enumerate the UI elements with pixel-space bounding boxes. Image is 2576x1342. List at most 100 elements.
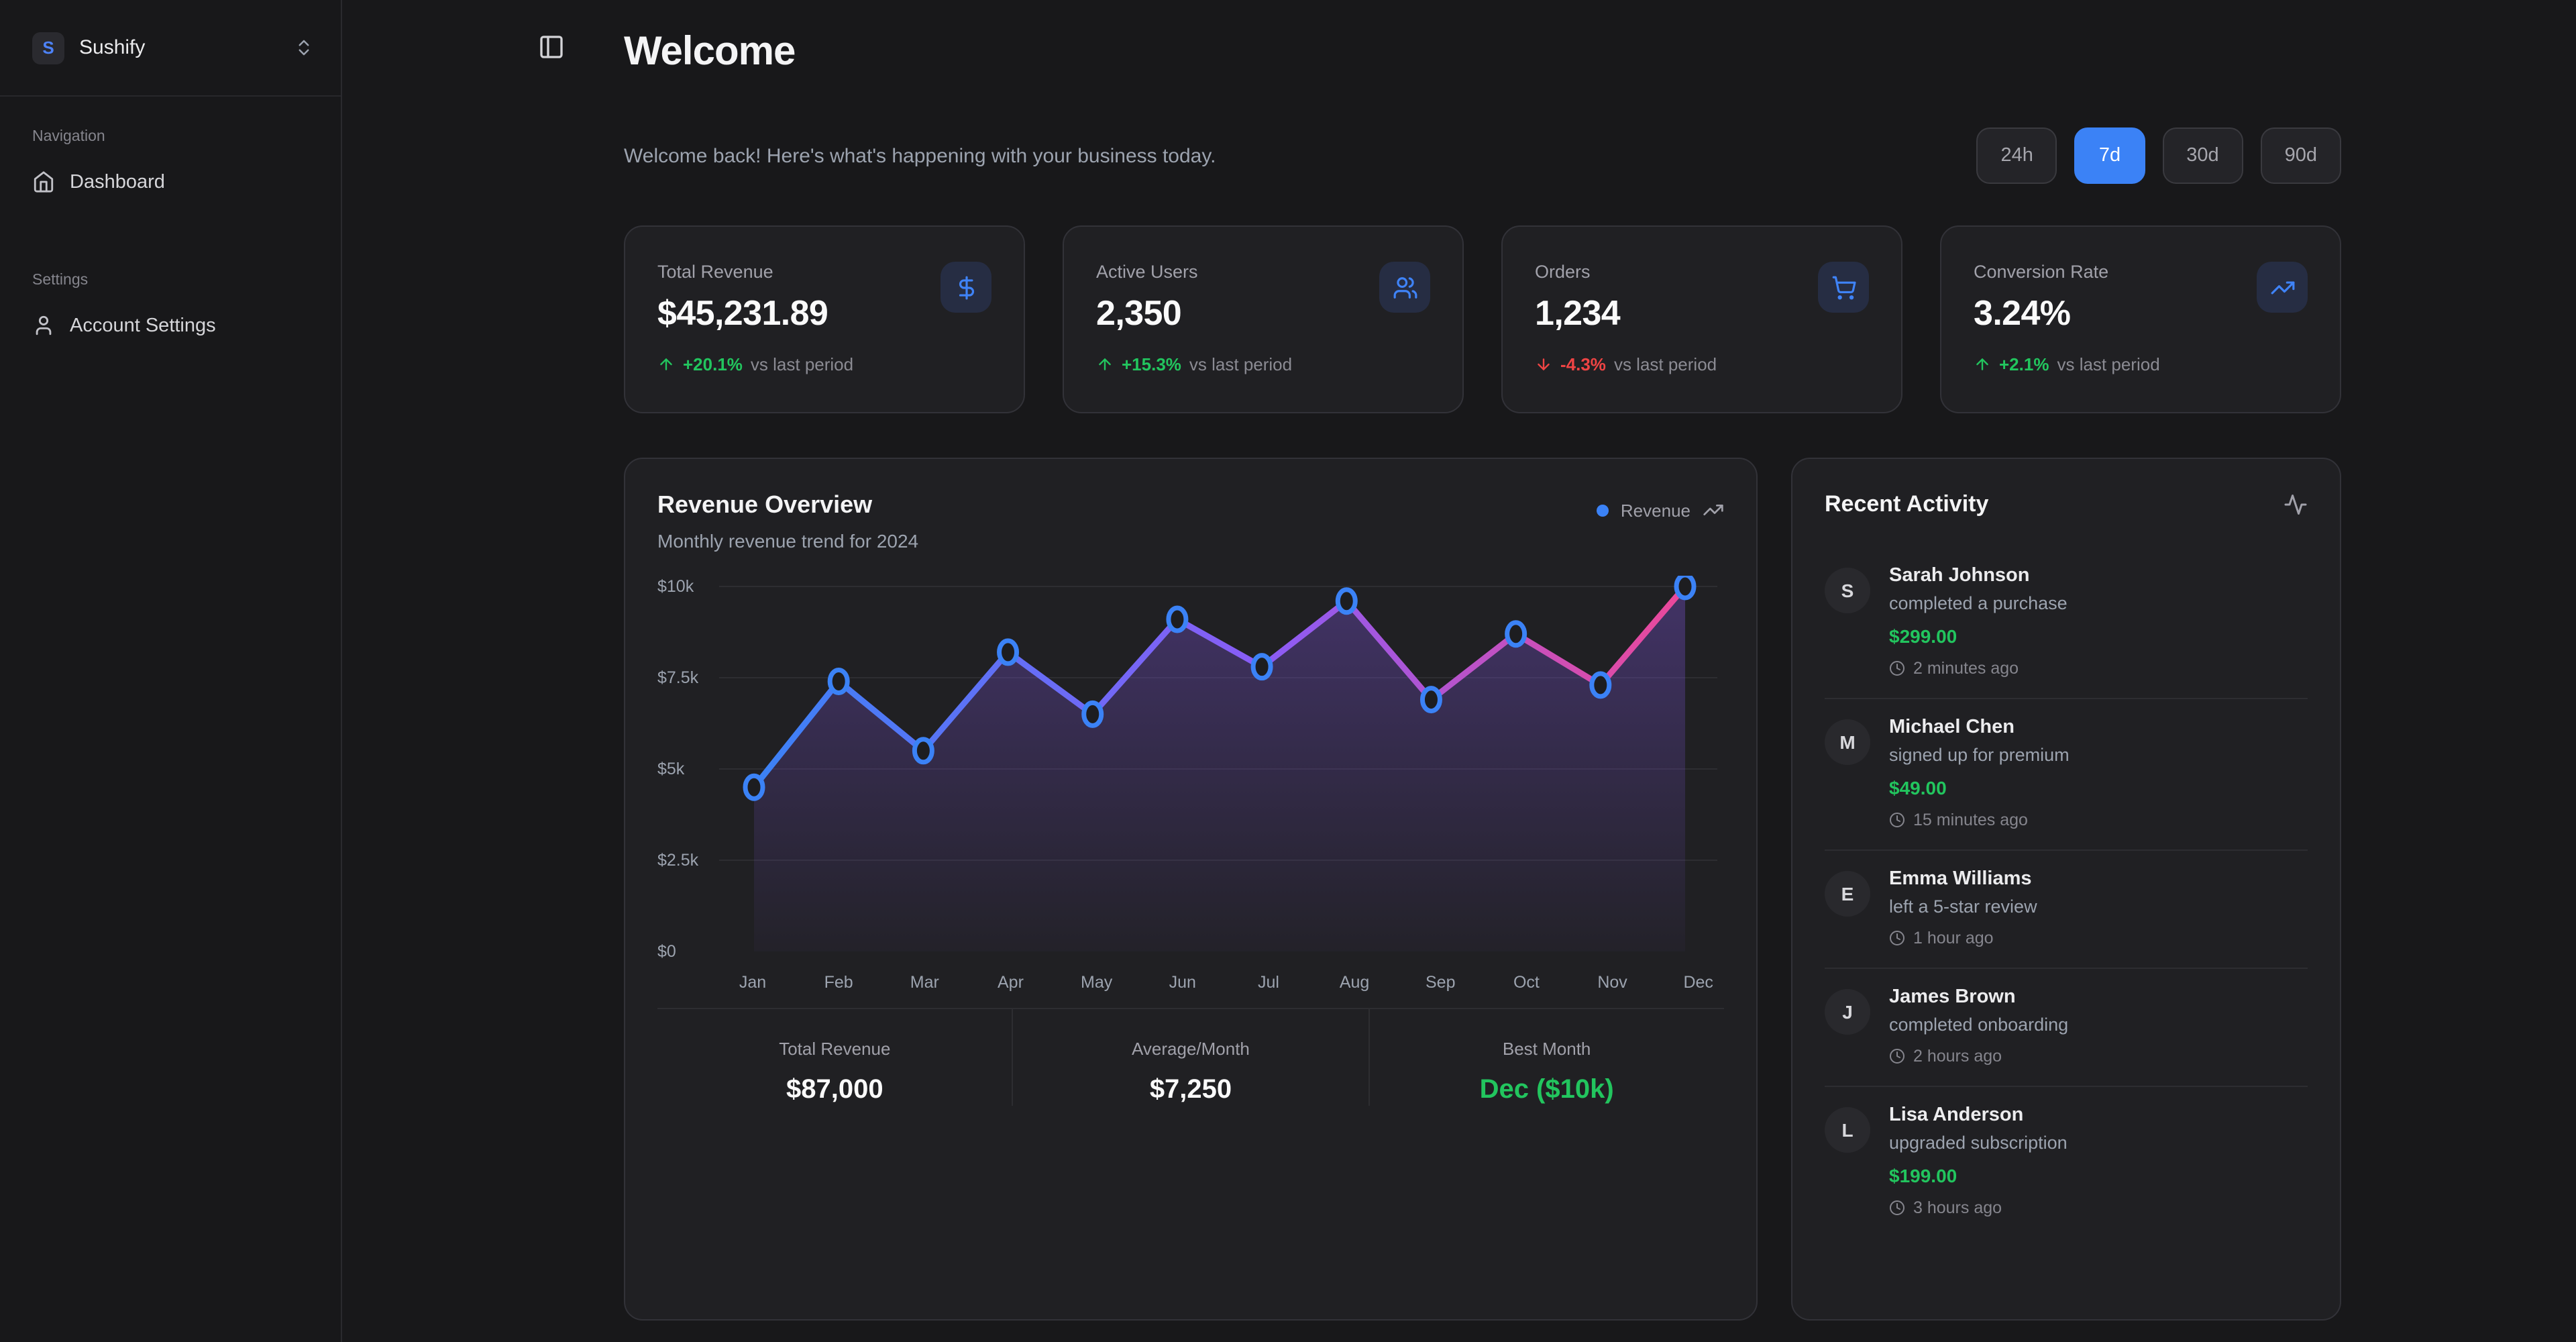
clock-icon <box>1889 660 1905 676</box>
y-tick: $5k <box>657 760 685 778</box>
arrow-down-icon <box>1535 356 1552 373</box>
activity-amount: $299.00 <box>1889 625 1957 647</box>
sidebar-item-account-settings[interactable]: Account Settings <box>21 302 319 349</box>
dollar-icon <box>941 262 991 313</box>
avatar: S <box>1825 568 1870 613</box>
summary-label: Best Month <box>1502 1039 1591 1059</box>
range-button-30d[interactable]: 30d <box>2162 127 2243 184</box>
stat-delta-suffix: vs last period <box>2057 354 2160 374</box>
activity-time: 1 hour ago <box>1913 929 1994 947</box>
data-point-Dec <box>1674 576 1697 601</box>
stat-delta: +15.3% vs last period <box>1096 354 1430 374</box>
data-point-Mar <box>912 737 934 765</box>
x-tick: Oct <box>1513 973 1540 992</box>
arrow-up-icon <box>1974 356 1991 373</box>
clock-icon <box>1889 812 1905 828</box>
legend-label: Revenue <box>1620 500 1690 520</box>
x-tick: Sep <box>1426 973 1456 992</box>
cart-icon <box>1818 262 1869 313</box>
trending-up-icon <box>1703 499 1724 521</box>
clock-icon <box>1889 930 1905 946</box>
arrow-up-icon <box>657 356 675 373</box>
avatar: M <box>1825 719 1870 765</box>
range-button-7d[interactable]: 7d <box>2074 127 2145 184</box>
stat-value: $45,231.89 <box>657 293 828 333</box>
divider <box>657 1008 1724 1009</box>
stat-delta: -4.3% vs last period <box>1535 354 1869 374</box>
activity-time: 2 minutes ago <box>1913 659 2019 678</box>
chart-title: Revenue Overview <box>657 491 873 518</box>
panel-left-icon <box>538 36 565 64</box>
avatar: J <box>1825 989 1870 1035</box>
activity-action: completed onboarding <box>1889 1015 2069 1035</box>
stat-delta-suffix: vs last period <box>1613 354 1717 374</box>
x-tick: Mar <box>910 973 939 992</box>
y-tick: $10k <box>657 577 694 596</box>
home-icon <box>32 170 55 193</box>
arrow-up-icon <box>1096 356 1114 373</box>
summary-value-best-month: Dec ($10k) <box>1479 1075 1614 1104</box>
revenue-line-chart <box>719 576 1717 951</box>
clock-icon <box>1889 1048 1905 1064</box>
page-title: Welcome <box>624 30 796 74</box>
activity-amount: $49.00 <box>1889 777 1947 798</box>
list-item: L Lisa Anderson upgraded subscription $1… <box>1825 1087 2308 1237</box>
y-tick: $7.5k <box>657 668 699 687</box>
sidebar-item-label: Account Settings <box>70 315 216 336</box>
list-item: S Sarah Johnson completed a purchase $29… <box>1825 548 2308 699</box>
activity-name: Sarah Johnson <box>1889 565 2030 586</box>
stat-delta-value: +15.3% <box>1122 354 1181 374</box>
x-tick: Aug <box>1339 973 1370 992</box>
brand-logo-letter: S <box>42 38 54 58</box>
summary-label: Total Revenue <box>779 1039 891 1059</box>
x-tick: Nov <box>1597 973 1627 992</box>
range-button-90d[interactable]: 90d <box>2260 127 2341 184</box>
stat-card-row: Total Revenue $45,231.89 +20.1% vs last … <box>624 225 2341 413</box>
x-tick: Dec <box>1683 973 1713 992</box>
stat-value: 1,234 <box>1535 293 1621 333</box>
stat-delta-value: +20.1% <box>683 354 743 374</box>
activity-action: left a 5-star review <box>1889 896 2037 917</box>
x-tick: Jul <box>1257 973 1279 992</box>
range-button-24h[interactable]: 24h <box>1976 127 2057 184</box>
chart-legend: Revenue <box>1596 499 1724 521</box>
y-tick: $0 <box>657 942 676 961</box>
user-icon <box>32 314 55 337</box>
time-range-group: 24h 7d 30d 90d <box>1976 127 2341 184</box>
stat-card-total-revenue: Total Revenue $45,231.89 +20.1% vs last … <box>624 225 1025 413</box>
activity-name: Michael Chen <box>1889 717 2015 738</box>
x-tick: May <box>1081 973 1113 992</box>
sidebar-item-label: Dashboard <box>70 171 165 193</box>
data-point-May <box>1081 700 1104 728</box>
activity-title: Recent Activity <box>1825 491 1989 517</box>
stat-label: Conversion Rate <box>1974 262 2109 282</box>
summary-value: $7,250 <box>1149 1075 1232 1104</box>
settings-section-label: Settings <box>32 272 89 289</box>
data-point-Nov <box>1589 671 1612 699</box>
activity-time: 3 hours ago <box>1913 1198 2002 1217</box>
workspace-switcher[interactable]: S Sushify <box>0 0 341 97</box>
sidebar-toggle-button[interactable] <box>537 34 566 63</box>
stat-label: Active Users <box>1096 262 1198 282</box>
x-tick: Apr <box>998 973 1024 992</box>
x-tick: Jan <box>739 973 767 992</box>
chevrons-up-down-icon <box>294 38 314 58</box>
activity-name: Emma Williams <box>1889 868 2032 890</box>
stat-delta-suffix: vs last period <box>750 354 854 374</box>
stat-card-orders: Orders 1,234 -4.3% vs last period <box>1501 225 1902 413</box>
stat-value: 2,350 <box>1096 293 1182 333</box>
activity-time: 15 minutes ago <box>1913 811 2028 829</box>
data-point-Jul <box>1250 653 1273 681</box>
clock-icon <box>1889 1200 1905 1216</box>
activity-name: James Brown <box>1889 986 2016 1008</box>
list-item: E Emma Williams left a 5-star review 1 h… <box>1825 851 2308 969</box>
trending-up-icon <box>2257 262 2308 313</box>
sidebar-settings-section: Settings Account Settings <box>0 240 341 349</box>
sidebar: S Sushify Navigation Dashboard Settings … <box>0 0 342 1342</box>
chart-x-axis: Jan Feb Mar Apr May Jun Jul Aug Sep Oct … <box>719 968 1724 992</box>
sidebar-item-dashboard[interactable]: Dashboard <box>21 158 319 205</box>
main-content: Welcome Welcome back! Here's what's happ… <box>342 0 2576 1342</box>
legend-dot <box>1596 504 1609 516</box>
summary-label: Average/Month <box>1132 1039 1250 1059</box>
